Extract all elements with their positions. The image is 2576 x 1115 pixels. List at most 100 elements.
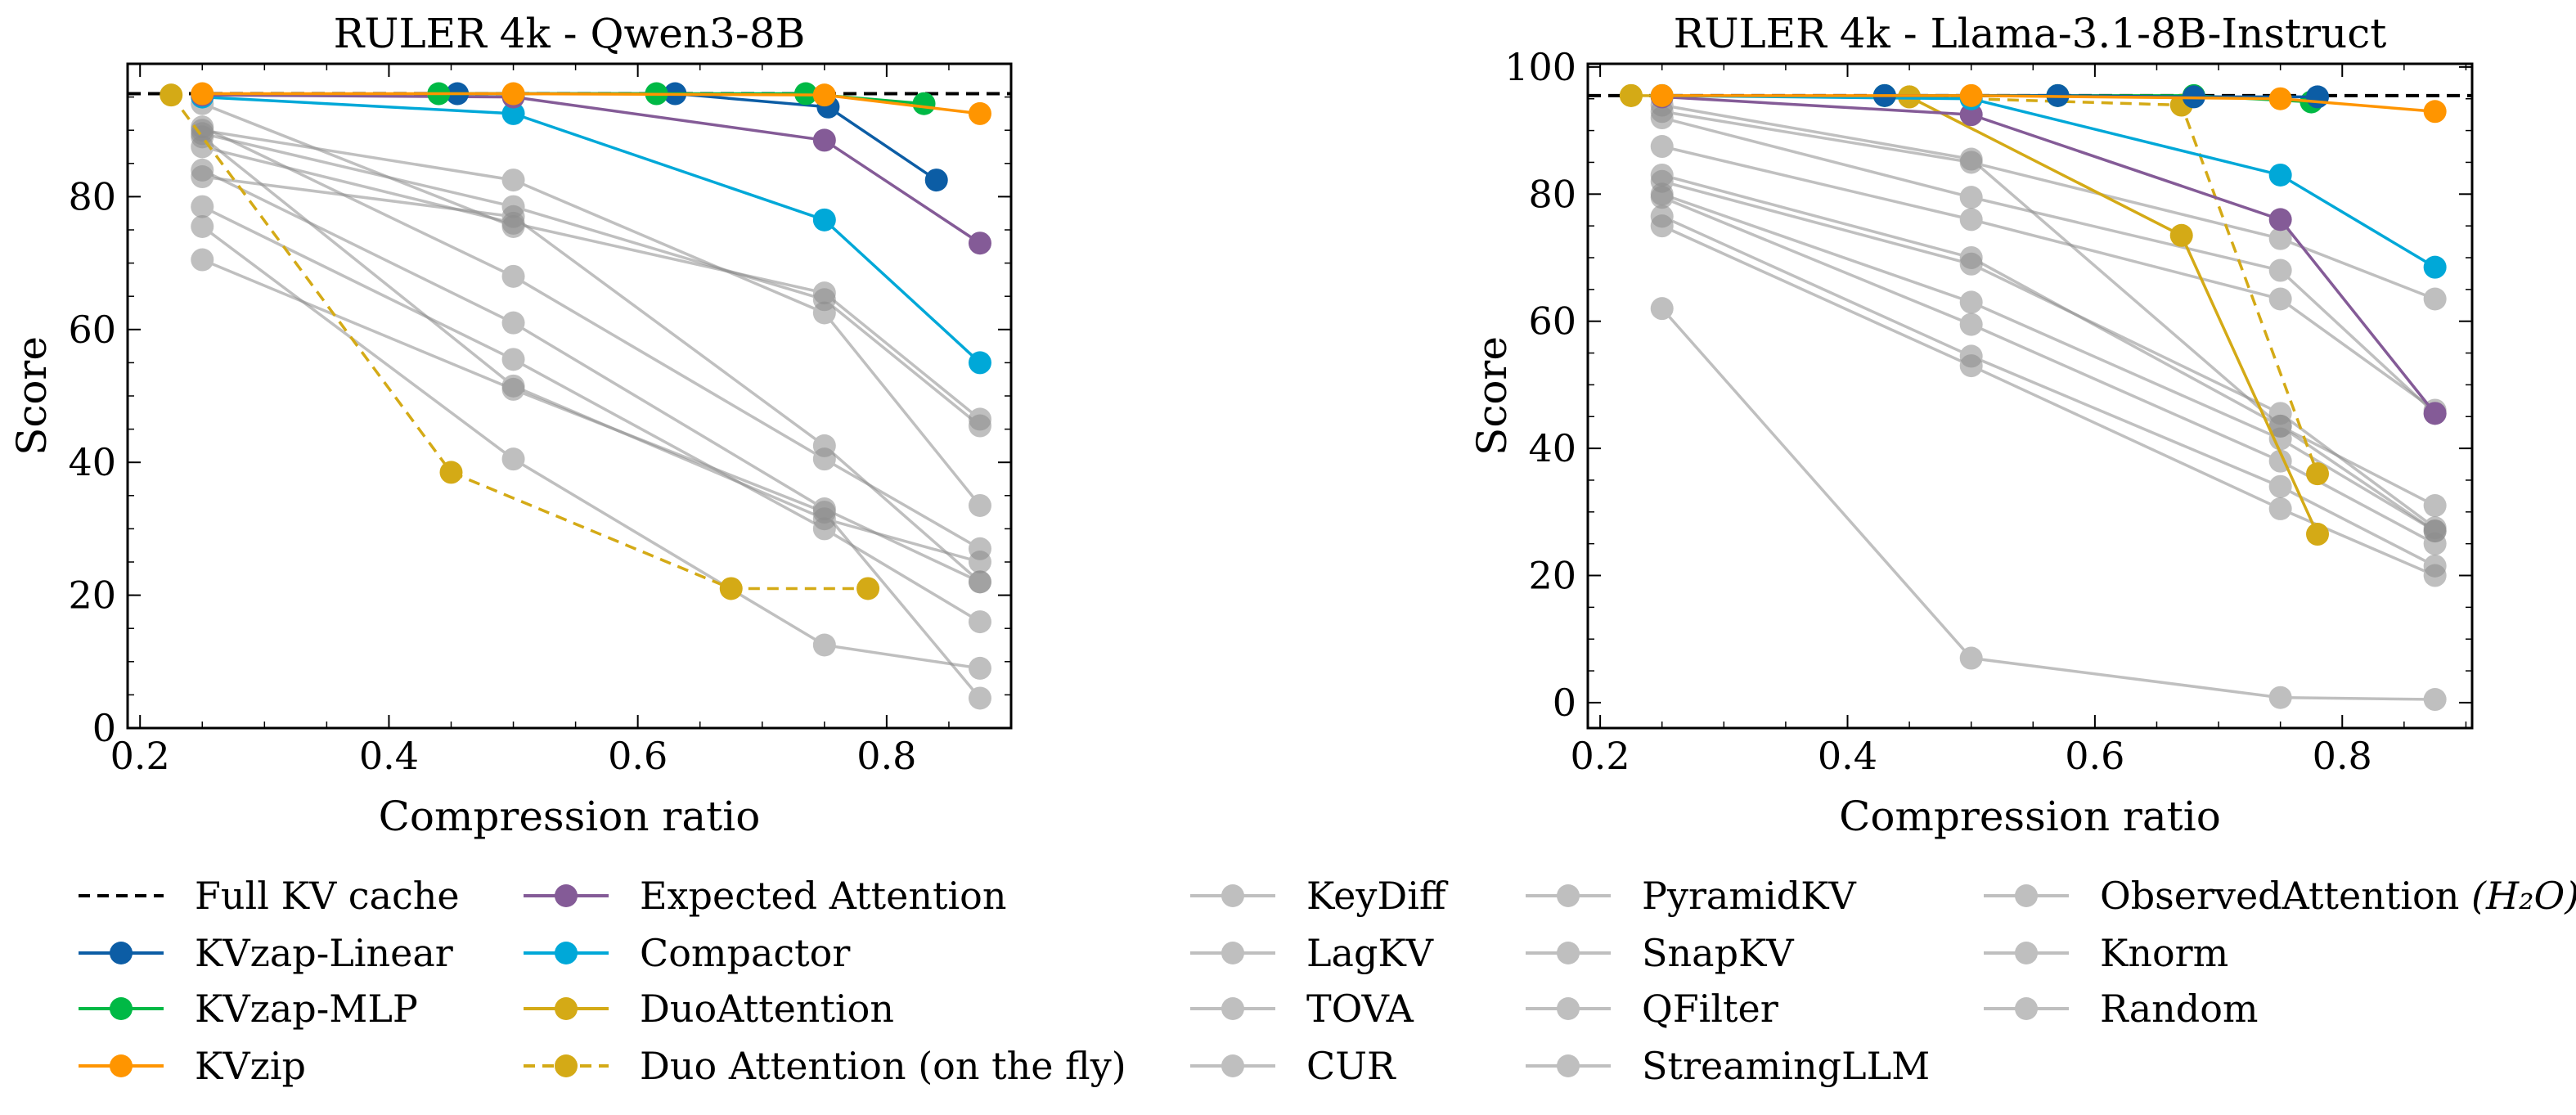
chart-title: RULER 4k - Llama-3.1-8B-Instruct [1674,10,2387,57]
series-streamingllm [1650,205,2447,578]
data-point-expected-attention [812,128,836,152]
legend-swatch-marker [1221,1054,1244,1077]
data-point-expected-attention [2423,402,2447,425]
legend-label: Knorm [2100,931,2228,975]
legend-label: DuoAttention [640,987,894,1031]
data-point-pyramidkv [1650,163,1674,187]
legend-swatch-marker [2015,997,2038,1020]
plot-frame [126,62,1013,730]
y-tick-label: 80 [68,174,116,218]
data-point-kvzap-mlp [912,92,936,115]
data-point-tova [501,169,525,192]
data-point-expected-attention [2268,208,2292,232]
data-point-kvzip [501,82,525,106]
data-point-expected-attention [1959,103,1983,127]
data-point-kvzap-linear [2306,85,2330,109]
data-point-tova [968,493,991,517]
data-point-cur [812,447,836,471]
legend-item-observedattention [1984,884,2069,907]
series-line-snapkv [1661,180,2436,529]
legend-swatch-marker [555,997,578,1020]
legend-label: SnapKV [1642,931,1794,975]
series-line-tova [201,128,982,507]
data-point-pyramidkv [1959,245,1983,269]
y-tick-label: 60 [1528,299,1576,344]
legend-label: KVzap-Linear [195,931,453,975]
series-knorm [191,214,991,680]
series-line-knorm [201,225,981,670]
data-point-expected-attention [968,232,991,255]
data-point-streamingllm [191,195,214,218]
legend-swatch-marker [2015,942,2038,964]
data-point-qfilter [191,158,214,182]
data-point-lagkv [968,551,991,573]
legend-item-tova [1190,997,1275,1020]
data-point-tova [1959,186,1983,209]
y-axis-label: Score [1468,336,1516,456]
legend-item-lagkv [1190,942,1275,964]
legend-label: PyramidKV [1642,874,1856,918]
legend-swatch-marker [555,942,578,964]
data-point-kvzip [1650,83,1674,107]
x-tick-label: 0.4 [359,734,419,778]
data-point-kvzip [2423,100,2447,124]
y-tick-label: 60 [68,308,116,352]
chart-title: RULER 4k - Qwen3-8B [334,10,806,57]
legend-swatch-marker [555,884,578,907]
data-point-cur [1959,208,1983,232]
legend-label-subscript: (H₂O) [2459,874,2576,918]
legend-swatch-marker [1557,1054,1580,1077]
legend-label: TOVA [1306,987,1414,1031]
legend-label: CUR [1306,1044,1396,1088]
series-line-qfilter [1661,192,2436,533]
series-line-random [201,258,982,699]
y-tick-label: 20 [68,573,116,618]
data-point-tova [812,301,836,325]
data-point-pyramidkv [2423,494,2447,518]
legend-item-duoattention [524,997,609,1020]
data-point-streamingllm [2423,554,2447,578]
data-point-kvzip [1959,83,1983,107]
series-line-duo-attention-on-the-fly [169,94,869,591]
legend-label: ObservedAttention (H₂O) [2100,874,2576,918]
x-tick-label: 0.4 [1818,734,1877,778]
series-line-pyramidkv [201,132,982,427]
x-tick-label: 0.8 [856,734,916,778]
data-point-kvzip [812,83,836,107]
y-tick-label: 40 [68,440,116,484]
data-point-qfilter [1959,290,1983,314]
legend: Full KV cache KVzap-Linear KVzap-MLP KVzip E… [79,874,2576,1088]
series-line-lagkv [201,135,981,564]
legend-swatch-marker [1221,997,1244,1020]
series-line-keydiff [201,102,515,228]
series-line-keydiff [1661,103,2436,533]
data-point-lagkv [501,374,525,398]
data-point-knorm [968,656,991,680]
data-point-pyramidkv [501,195,525,218]
series-line-cur [1661,145,2436,411]
data-point-compactor [2423,255,2447,279]
y-tick-label: 20 [1528,554,1576,598]
legend-swatch-marker [110,997,133,1020]
data-point-duoattention [2169,223,2193,247]
series-line-compactor [202,95,982,364]
series-line-random [1661,307,2435,701]
series-expected-attention [1650,85,2447,425]
series-observedattention [1650,186,2447,555]
chart-panel-1: RULER 4k - Qwen3-8B Compression ratio Scor… [8,10,1013,840]
legend-item-duo-attention-on-the-fly [524,1054,609,1077]
legend-label: Duo Attention (on the fly) [640,1044,1126,1088]
data-point-streamingllm [968,610,991,634]
data-point-duo-attention-on-the-fly [856,577,880,600]
data-point-duo-attention-on-the-fly [1619,83,1643,107]
series-line-qfilter [201,169,981,583]
legend-item-qfilter [1526,997,1611,1020]
series-line-snapkv [201,145,982,420]
data-point-tova [2268,259,2292,282]
data-point-kvzip [2268,87,2292,110]
legend-label: Random [2100,987,2259,1031]
legend-label: KVzip [195,1044,306,1088]
legend-label: Full KV cache [195,874,460,918]
data-point-duo-attention-on-the-fly [719,577,743,600]
